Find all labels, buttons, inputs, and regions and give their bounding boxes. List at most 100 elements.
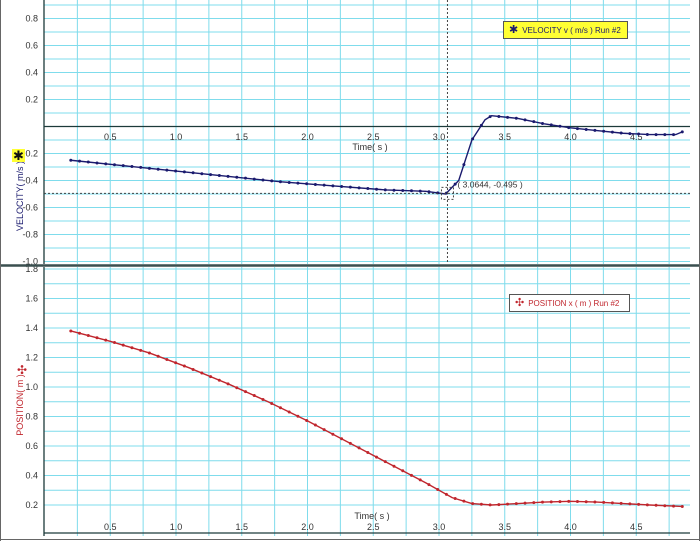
velocity-data-point: [86, 160, 90, 164]
velocity-y-tick-label: 0.8: [25, 14, 38, 24]
velocity-data-point: [453, 182, 457, 186]
position-x-axis-title: Time( s ): [354, 511, 389, 521]
velocity-data-point: [331, 184, 335, 188]
velocity-y-tick-label: -0.2: [22, 149, 38, 159]
position-data-point: [191, 367, 195, 371]
position-data-point: [436, 488, 440, 492]
velocity-data-point: [121, 164, 125, 168]
position-data-point: [593, 500, 597, 504]
position-data-point: [95, 336, 99, 340]
velocity-data-point: [506, 115, 510, 119]
velocity-data-point: [645, 132, 649, 136]
position-data-point: [112, 341, 116, 345]
velocity-data-point: [497, 114, 501, 118]
position-series-line: [70, 330, 683, 508]
position-y-tick-label: 0.4: [25, 471, 38, 481]
position-data-point: [78, 331, 82, 335]
velocity-data-point: [252, 177, 256, 181]
position-data-point: [514, 502, 518, 506]
position-data-point: [252, 394, 256, 398]
velocity-data-point: [366, 187, 370, 191]
velocity-x-tick-label: 3.5: [498, 132, 511, 142]
velocity-x-tick-label: 1.0: [170, 132, 183, 142]
velocity-x-tick-label: 1.5: [235, 132, 248, 142]
position-data-point: [401, 469, 405, 473]
asterisk-icon: ✱: [509, 23, 519, 36]
velocity-data-point: [78, 159, 82, 163]
velocity-data-point: [549, 123, 553, 127]
velocity-data-point: [427, 190, 431, 194]
position-data-point: [270, 402, 274, 406]
velocity-data-point: [541, 121, 545, 125]
position-y-tick-label: 1.4: [25, 323, 38, 333]
position-data-point: [619, 501, 623, 505]
position-y-tick-label: 1.6: [25, 294, 38, 304]
velocity-data-point: [112, 163, 116, 167]
position-data-point: [156, 354, 160, 358]
velocity-data-point: [226, 174, 230, 178]
velocity-data-point: [147, 166, 151, 170]
velocity-data-point: [217, 173, 221, 177]
position-data-point: [244, 390, 248, 394]
position-x-tick-label: 3.0: [433, 522, 446, 532]
position-data-point: [506, 502, 510, 506]
velocity-data-point: [174, 169, 178, 173]
position-data-point: [549, 500, 553, 504]
position-data-point: [130, 346, 134, 350]
velocity-data-point: [593, 128, 597, 132]
position-data-point: [541, 500, 545, 504]
position-data-point: [69, 329, 73, 333]
position-data-point: [366, 450, 370, 454]
position-y-tick-label: 0.2: [25, 500, 38, 510]
position-data-point: [462, 499, 466, 503]
position-data-point: [357, 446, 361, 450]
velocity-data-point: [278, 180, 282, 184]
velocity-data-point: [654, 133, 658, 137]
position-data-point: [558, 500, 562, 504]
velocity-y-axis-title: VELOCITY( m/s ): [15, 161, 25, 231]
velocity-data-point: [261, 178, 265, 182]
position-data-point: [532, 501, 536, 505]
position-data-point: [86, 334, 90, 338]
velocity-data-point: [584, 127, 588, 131]
velocity-data-point: [200, 172, 204, 176]
velocity-data-point: [322, 183, 326, 187]
position-data-point: [418, 478, 422, 482]
velocity-x-axis-title: Time( s ): [352, 142, 387, 152]
velocity-data-point: [680, 130, 684, 134]
velocity-plot[interactable]: 0.5 1.0 1.5 2.0 2.5 3.0 3.5 4.0 4.5 0.8 0.6 0.4 0.2 -…: [12, 0, 690, 267]
velocity-data-point: [462, 163, 466, 167]
position-y-tick-label: 1.2: [25, 353, 38, 363]
position-data-point: [383, 460, 387, 464]
velocity-data-point: [156, 167, 160, 171]
position-data-point: [174, 361, 178, 365]
position-data-point: [427, 483, 431, 487]
position-data-point: [287, 410, 291, 414]
velocity-x-tick-label: 4.0: [564, 132, 577, 142]
position-data-point: [645, 503, 649, 507]
velocity-marker-highlight: [12, 149, 25, 162]
position-data-point: [313, 423, 317, 427]
position-data-point: [628, 502, 632, 506]
velocity-data-point: [610, 130, 614, 134]
velocity-data-point: [313, 182, 317, 186]
velocity-data-point: [532, 120, 536, 124]
velocity-data-point: [165, 168, 169, 172]
position-data-point: [471, 502, 475, 506]
velocity-data-point: [182, 170, 186, 174]
velocity-data-point: [523, 118, 527, 122]
velocity-legend[interactable]: ✱ VELOCITY v ( m/s ) Run #2: [503, 21, 628, 39]
position-data-point: [375, 455, 379, 459]
position-legend[interactable]: ✣ POSITION x ( m ) Run #2: [509, 294, 630, 312]
position-y-axis-title: POSITION( m ): [15, 374, 25, 436]
position-data-point: [182, 364, 186, 368]
cursor-readout: ( 3.0644, -0.495 ): [457, 179, 522, 189]
velocity-y-tick-label: 0.2: [25, 95, 38, 105]
velocity-data-point: [514, 116, 518, 120]
position-data-point: [453, 497, 457, 501]
velocity-y-tick-label: -0.8: [22, 230, 38, 240]
position-data-point: [663, 504, 667, 508]
velocity-data-point: [409, 189, 413, 193]
position-data-point: [575, 500, 579, 504]
velocity-data-point: [628, 132, 632, 136]
